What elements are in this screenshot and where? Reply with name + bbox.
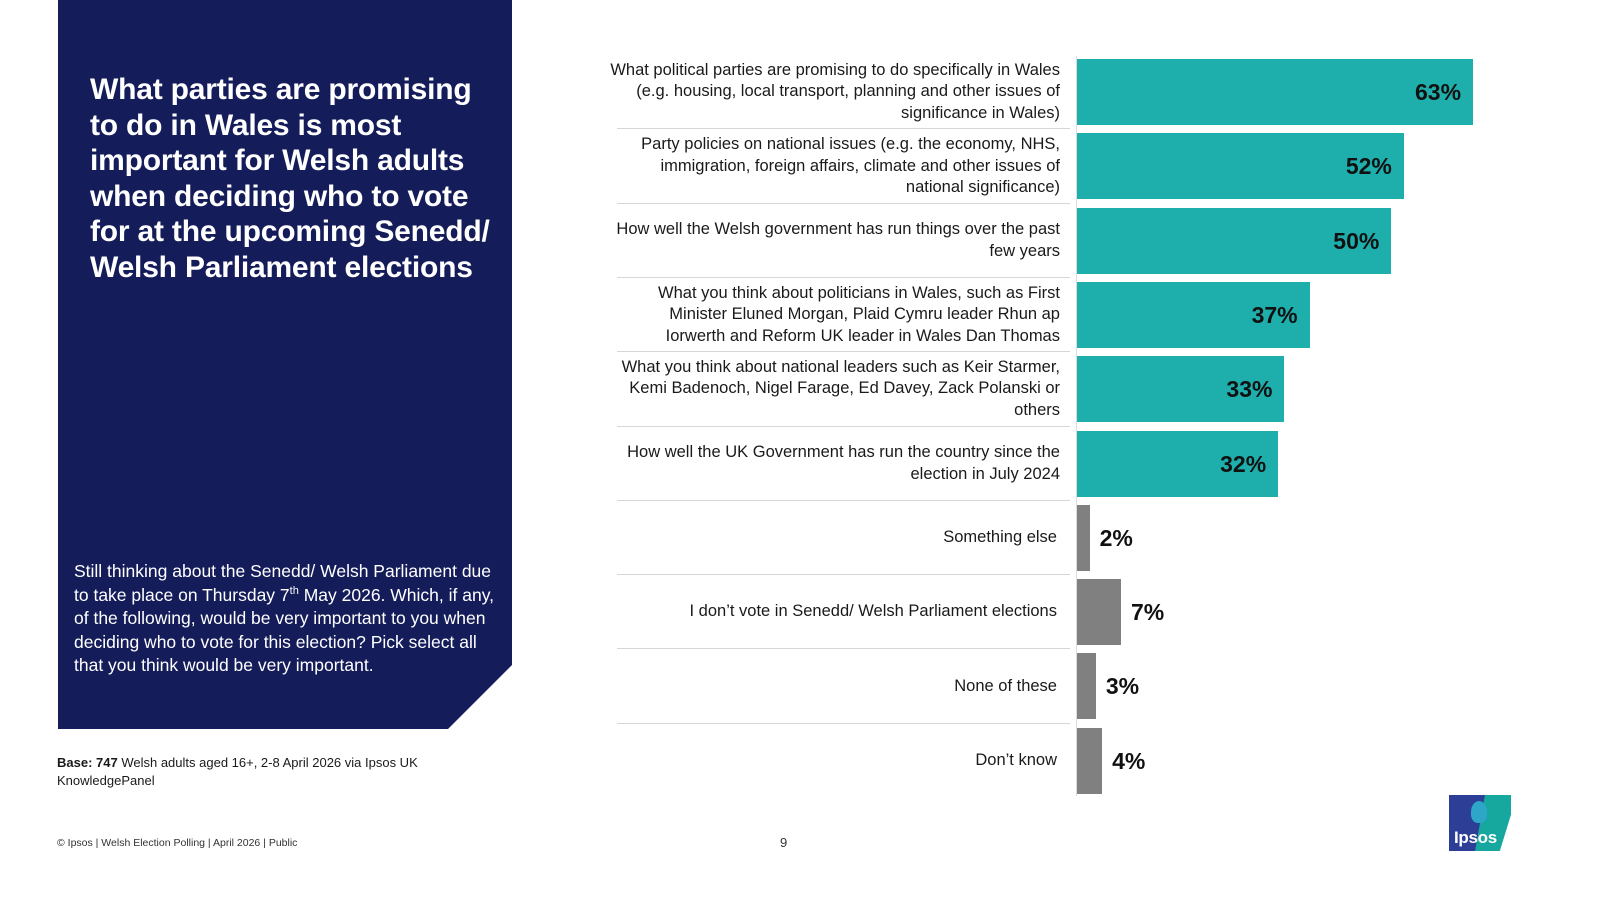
bar (1077, 727, 1103, 794)
category-label: Something else (943, 528, 1057, 547)
data-label: 33% (1226, 376, 1273, 403)
question-superscript: th (289, 584, 299, 597)
page-number: 9 (780, 835, 788, 850)
row-separator (617, 276, 1070, 278)
category-label: What political parties are promising to … (610, 60, 1060, 122)
row-separator (617, 574, 1070, 576)
category-label: Party policies on national issues (e.g. … (641, 135, 1060, 197)
data-label: 50% (1333, 227, 1380, 254)
data-label: 4% (1112, 747, 1146, 774)
category-label: I don’t vote in Senedd/ Welsh Parliament… (689, 602, 1058, 621)
base-text: Welsh adults aged 16+, 2-8 April 2026 vi… (57, 755, 418, 788)
data-label: 32% (1220, 450, 1267, 477)
chart-axis-line (1076, 56, 1077, 796)
data-label: 3% (1105, 673, 1140, 700)
base-label: Base: 747 (57, 755, 118, 770)
question-text-part1: Still thinking about the Senedd/ Welsh P… (74, 561, 492, 605)
category-label: None of these (954, 676, 1057, 695)
logo-text: Ipsos (1454, 828, 1497, 847)
row-separator (617, 722, 1070, 724)
base-note: Base: 747 Welsh adults aged 16+, 2-8 Apr… (57, 754, 497, 790)
headline-panel: What parties are promising to do in Wale… (58, 0, 512, 729)
row-separator (617, 202, 1070, 204)
data-label: 52% (1345, 153, 1392, 180)
category-label: How well the Welsh government has run th… (616, 220, 1060, 260)
data-label: 2% (1099, 524, 1133, 551)
data-label: 7% (1131, 599, 1165, 626)
row-separator (617, 499, 1070, 501)
category-label: What you think about national leaders su… (621, 357, 1060, 419)
bar (1077, 59, 1473, 125)
headline: What parties are promising to do in Wale… (90, 73, 490, 284)
row-separator (617, 128, 1070, 130)
logo-head-icon (1471, 801, 1487, 823)
survey-question: Still thinking about the Senedd/ Welsh P… (74, 560, 504, 678)
bar (1077, 133, 1404, 200)
bar (1077, 207, 1392, 274)
question-text-part2: May 2026. Which, if any, of the followin… (74, 584, 495, 676)
bar (1077, 356, 1285, 423)
bar (1077, 653, 1096, 720)
data-label: 37% (1251, 301, 1298, 328)
footer-text: © Ipsos | Welsh Election Polling | April… (57, 837, 298, 849)
category-label: Don’t know (975, 750, 1057, 769)
row-separator (617, 425, 1070, 427)
ipsos-logo: Ipsos (1449, 795, 1511, 851)
category-label: What you think about politicians in Wale… (658, 283, 1060, 345)
bar (1077, 504, 1090, 571)
row-separator (617, 648, 1070, 650)
category-label: How well the UK Government has run the c… (627, 443, 1060, 483)
bar (1077, 281, 1310, 348)
bar (1077, 430, 1279, 497)
row-separator (617, 351, 1070, 353)
bar (1077, 579, 1121, 646)
data-label: 63% (1415, 79, 1462, 105)
